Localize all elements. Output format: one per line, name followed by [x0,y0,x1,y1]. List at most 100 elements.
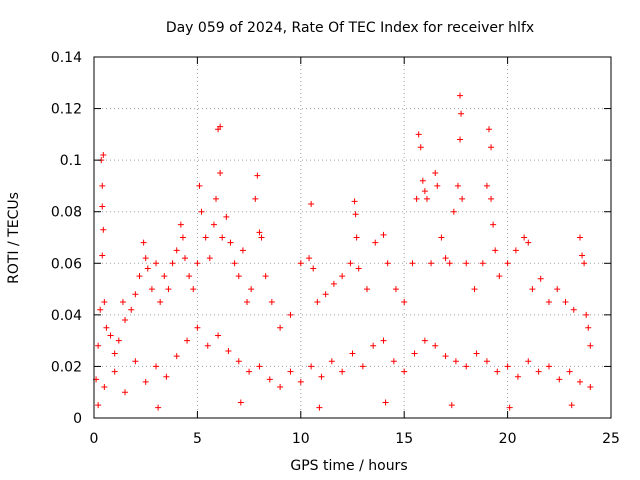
data-point [355,265,362,272]
data-point [411,350,418,357]
data-point [570,306,577,313]
data-point [380,231,387,238]
data-point [352,211,359,218]
data-point [122,389,129,396]
data-point [392,286,399,293]
data-point [521,234,528,241]
data-point [119,298,126,305]
data-point [545,363,552,370]
data-point [308,200,315,207]
data-point [173,247,180,254]
data-point [179,234,186,241]
data-point [235,273,242,280]
data-point [225,347,232,354]
data-point [100,226,107,233]
data-point [330,280,337,287]
y-axis-title: ROTI / TECUs [6,192,22,284]
data-point [115,337,122,344]
data-point [223,213,230,220]
data-point [256,229,263,236]
data-point [512,247,519,254]
data-point [452,358,459,365]
data-point [231,260,238,267]
data-point [514,373,521,380]
data-point [401,298,408,305]
data-point [142,255,149,262]
data-point [579,252,586,259]
data-point [277,384,284,391]
data-point [190,286,197,293]
data-point [556,376,563,383]
data-point [382,399,389,406]
data-point [370,342,377,349]
data-point [157,298,164,305]
data-point [155,404,162,411]
data-point [262,273,269,280]
data-point [252,195,259,202]
data-point [432,170,439,177]
data-point [202,234,209,241]
data-point [198,208,205,215]
x-tick-label: 15 [395,431,413,447]
data-point [308,363,315,370]
data-point [463,260,470,267]
data-point [287,311,294,318]
data-point [434,182,441,189]
data-point [415,131,422,138]
data-point [380,337,387,344]
data-point [529,286,536,293]
data-point [339,273,346,280]
data-point [463,363,470,370]
data-point [219,234,226,241]
x-tick-label: 0 [90,431,99,447]
data-point [235,358,242,365]
data-point [413,195,420,202]
data-point [353,234,360,241]
data-point [99,203,106,210]
scatter-points [93,92,594,411]
plot-frame [93,56,612,419]
data-point [204,342,211,349]
grid-lines [94,57,611,418]
data-point [306,255,313,262]
y-tick-label: 0.08 [51,205,82,221]
data-point [210,221,217,228]
data-point [310,265,317,272]
data-point [107,332,114,339]
data-point [401,368,408,375]
y-tick-label: 0.02 [51,359,82,375]
data-point [494,368,501,375]
data-point [562,298,569,305]
data-point [213,195,220,202]
data-point [421,188,428,195]
data-point [318,373,325,380]
data-point [423,195,430,202]
data-point [457,92,464,99]
data-point [322,291,329,298]
data-point [140,239,147,246]
data-point [287,368,294,375]
data-point [181,255,188,262]
data-point [566,368,573,375]
data-point [568,402,575,409]
y-tick-label: 0 [73,411,82,427]
data-point [458,110,465,117]
data-point [217,123,224,130]
data-point [419,177,426,184]
data-point [506,404,513,411]
axes: 0 5 10 15 20 25 0 0.02 0.04 0.06 0.08 0.1 0.12 0.14 [51,50,620,447]
data-point [194,324,201,331]
data-point [95,402,102,409]
data-point [177,221,184,228]
data-point [122,317,129,324]
data-point [483,358,490,365]
data-point [101,384,108,391]
data-point [268,298,275,305]
y-tick-label: 0.1 [60,153,82,169]
data-point [585,324,592,331]
data-point [525,239,532,246]
data-point [256,363,263,370]
data-point [258,234,265,241]
y-tick-label: 0.06 [51,256,82,272]
data-point [314,298,321,305]
